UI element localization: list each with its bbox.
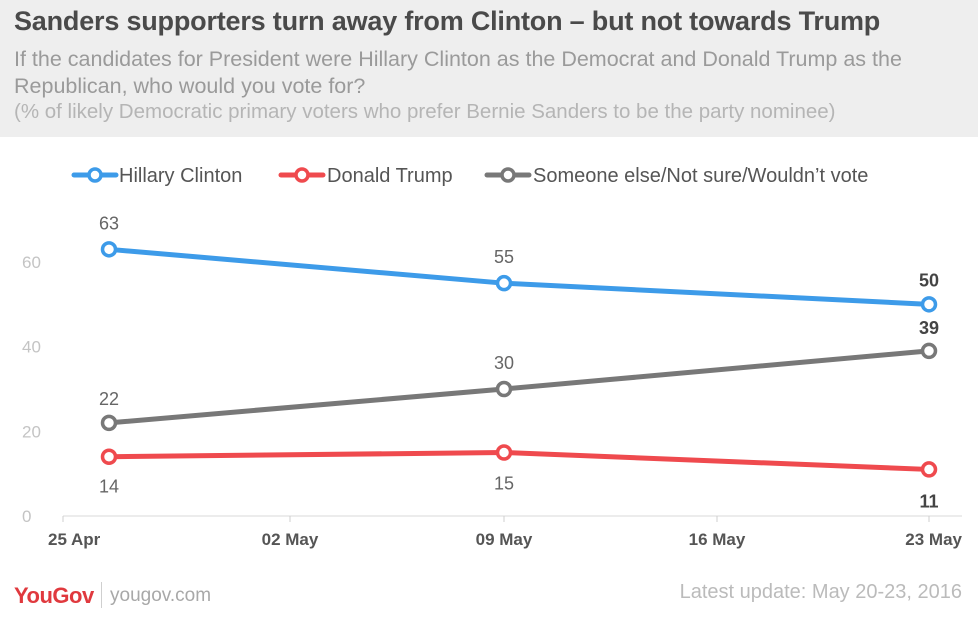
legend-swatch-marker <box>87 167 103 183</box>
x-tick-label: 02 May <box>262 530 319 549</box>
y-tick-label: 0 <box>22 507 31 526</box>
data-point <box>495 274 513 292</box>
chart-title: Sanders supporters turn away from Clinto… <box>14 6 881 36</box>
legend-label: Hillary Clinton <box>119 165 242 187</box>
data-point <box>100 241 118 258</box>
data-label: 39 <box>919 318 939 338</box>
legend-label: Donald Trump <box>327 165 453 187</box>
x-tick-label: 09 May <box>476 530 533 549</box>
legend-swatch-marker <box>294 167 310 183</box>
yougov-logo: YouGov <box>14 583 94 608</box>
data-label: 14 <box>99 477 119 497</box>
footer-site-link[interactable]: yougov.com <box>110 585 212 606</box>
data-point <box>100 448 118 465</box>
data-label: 15 <box>494 474 514 494</box>
legend-swatch-marker <box>500 167 516 183</box>
data-point <box>920 296 938 313</box>
data-point <box>495 380 513 398</box>
chart-note: (% of likely Democratic primary voters w… <box>14 100 836 123</box>
data-label: 63 <box>99 213 119 233</box>
data-label: 55 <box>494 247 514 267</box>
series-line <box>106 246 932 307</box>
y-tick-label: 40 <box>22 338 41 357</box>
data-point <box>920 461 938 478</box>
x-tick-label: 16 May <box>689 530 746 549</box>
line-chart: 25 Apr 02 May 09 May 16 May 23 May 0 20 40 60 Hil… <box>22 165 963 549</box>
data-point <box>100 414 118 432</box>
data-label: 30 <box>494 353 514 373</box>
series-line <box>106 450 932 472</box>
series-line <box>106 348 932 426</box>
legend-label: Someone else/Not sure/Wouldn’t vote <box>533 165 868 187</box>
footer-divider <box>101 582 102 608</box>
data-point <box>495 444 513 461</box>
header-band: Sanders supporters turn away from Clinto… <box>0 0 978 137</box>
data-label: 50 <box>919 270 939 290</box>
y-tick-label: 60 <box>22 253 41 272</box>
y-tick-label: 20 <box>22 422 41 441</box>
chart-subtitle: If the candidates for President were Hil… <box>14 47 902 98</box>
data-point <box>920 342 938 360</box>
x-tick-label: 25 Apr <box>48 530 101 549</box>
x-tick-label: 23 May <box>905 530 962 549</box>
data-label: 22 <box>99 389 119 409</box>
data-label: 11 <box>919 491 938 511</box>
latest-update: Latest update: May 20-23, 2016 <box>679 581 962 603</box>
